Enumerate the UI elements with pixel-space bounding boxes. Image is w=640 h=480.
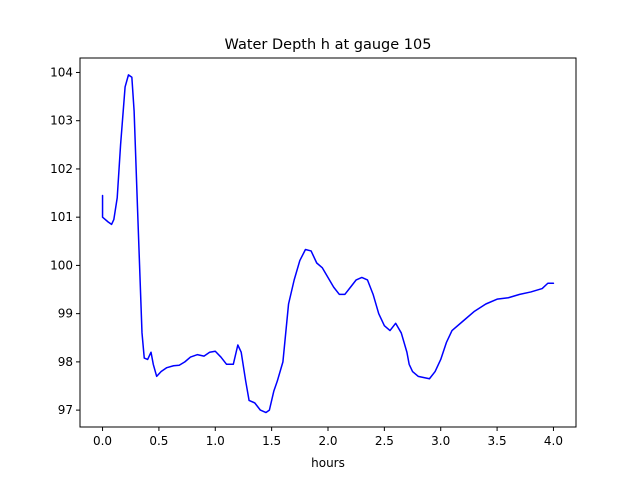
plot-frame [79,57,577,428]
chart-title: Water Depth h at gauge 105 [225,37,432,53]
y-tick-label: 100 [50,258,73,272]
series-line [101,74,555,414]
x-tick-label: 4.0 [544,434,563,448]
y-tick-label: 98 [58,355,73,369]
y-axis: 97 98 99 100 101 102 103 104 [50,65,80,417]
y-tick-label: 101 [50,210,73,224]
x-tick-label: 3.5 [488,434,507,448]
x-tick-label: 2.0 [318,434,337,448]
x-tick-label: 3.0 [431,434,450,448]
y-tick-label: 104 [50,65,73,79]
x-axis-label: hours [311,456,345,470]
x-tick-label: 0.5 [149,434,168,448]
x-tick-label: 2.5 [375,434,394,448]
y-tick-label: 103 [50,114,73,128]
y-tick-label: 102 [50,162,73,176]
x-axis: 0.0 0.5 1.0 1.5 2.0 2.5 3.0 3.5 4.0 [93,427,563,448]
y-tick-label: 97 [58,403,73,417]
x-tick-label: 0.0 [93,434,112,448]
x-tick-label: 1.0 [206,434,225,448]
x-tick-label: 1.5 [262,434,281,448]
y-tick-label: 99 [58,307,73,321]
